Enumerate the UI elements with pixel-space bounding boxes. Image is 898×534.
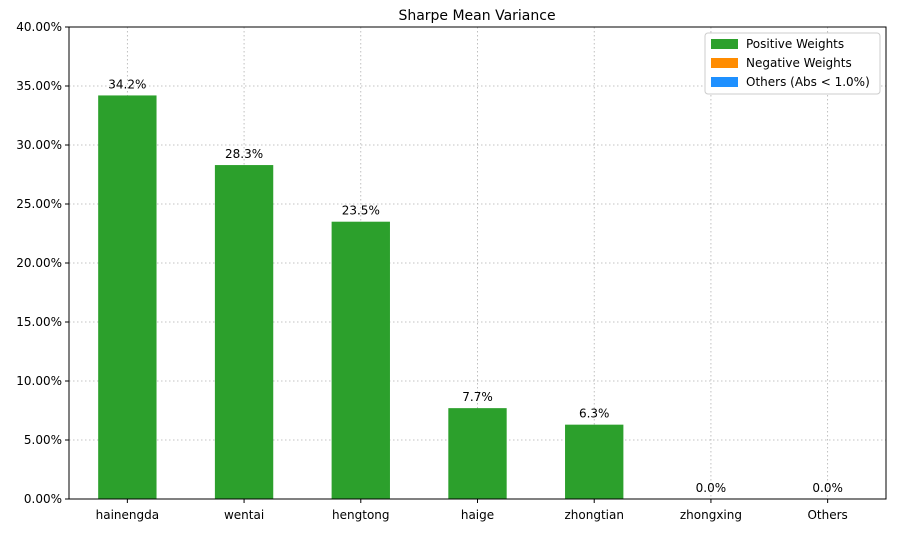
- x-tick-label: Others: [807, 508, 847, 522]
- x-tick-label: haige: [461, 508, 494, 522]
- bar-hengtong: [331, 221, 390, 499]
- y-tick-label: 0.00%: [24, 492, 62, 506]
- bar-wentai: [214, 165, 274, 499]
- bar-value-labels: 34.2% 28.3% 23.5% 7.7% 6.3% 0.0% 0.0%: [108, 77, 843, 495]
- x-tick-label: hengtong: [332, 508, 389, 522]
- legend-label: Others (Abs < 1.0%): [746, 75, 870, 89]
- x-tick-label: hainengda: [96, 508, 159, 522]
- y-tick-label: 15.00%: [16, 315, 62, 329]
- bar-value-label: 6.3%: [579, 407, 610, 421]
- y-tick-label: 10.00%: [16, 374, 62, 388]
- legend-swatch: [711, 58, 738, 68]
- y-tick-label: 20.00%: [16, 256, 62, 270]
- bar-value-label: 0.0%: [696, 481, 727, 495]
- bar-hainengda: [98, 95, 157, 499]
- y-tick-label: 40.00%: [16, 20, 62, 34]
- legend-label: Positive Weights: [746, 37, 844, 51]
- x-axis: hainengda wentai hengtong haige zhongtian zho…: [96, 499, 848, 522]
- legend-swatch: [711, 39, 738, 49]
- legend-label: Negative Weights: [746, 56, 852, 70]
- y-axis: 0.00% 5.00% 10.00% 15.00% 20.00% 25.00% 30.00%…: [16, 20, 69, 506]
- bar-value-label: 0.0%: [812, 481, 843, 495]
- x-tick-label: zhongxing: [680, 508, 742, 522]
- legend-swatch: [711, 77, 738, 87]
- chart-title: Sharpe Mean Variance: [398, 8, 555, 24]
- y-tick-label: 35.00%: [16, 79, 62, 93]
- bar-zhongtian: [565, 424, 624, 499]
- y-tick-label: 5.00%: [24, 433, 62, 447]
- bar-value-label: 28.3%: [225, 147, 263, 161]
- bar-value-label: 23.5%: [342, 204, 380, 218]
- y-tick-label: 25.00%: [16, 197, 62, 211]
- bar-haige: [448, 408, 507, 499]
- bar-value-label: 34.2%: [108, 77, 146, 91]
- x-tick-label: zhongtian: [564, 508, 623, 522]
- legend-box: [704, 32, 881, 95]
- y-tick-label: 30.00%: [16, 138, 62, 152]
- bars: [98, 95, 624, 499]
- legend: Positive Weights Negative Weights Others (…: [704, 32, 881, 95]
- bar-value-label: 7.7%: [462, 390, 493, 404]
- x-tick-label: wentai: [224, 508, 264, 522]
